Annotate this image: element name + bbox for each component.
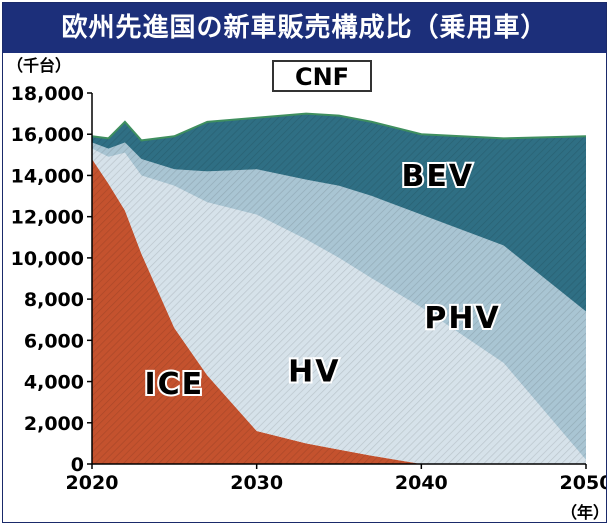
y-tick-label: 0 bbox=[71, 454, 84, 476]
series-labels: CNF ICE HV PHV BEV bbox=[142, 60, 501, 404]
series-label-hv: HV bbox=[288, 355, 340, 390]
y-tick-label: 6,000 bbox=[24, 330, 84, 352]
chart-svg: （千台） （年） 0 2,000 4,000 6,000 8,000 10,000 12,0… bbox=[7, 56, 606, 522]
hatch-hv bbox=[92, 148, 586, 464]
x-tick-label: 2020 bbox=[66, 472, 119, 494]
y-tick-label: 18,000 bbox=[11, 83, 84, 105]
y-axis-unit: （千台） bbox=[7, 56, 71, 75]
x-tick-label: 2050 bbox=[560, 472, 606, 494]
y-tick-label: 8,000 bbox=[24, 289, 84, 311]
hatch-ice bbox=[92, 158, 586, 464]
y-tick-label: 2,000 bbox=[24, 413, 84, 435]
series-label-ice: ICE bbox=[144, 367, 204, 402]
x-tick-label: 2030 bbox=[230, 472, 283, 494]
series-label-phv: PHV bbox=[424, 301, 500, 336]
y-tick-label: 10,000 bbox=[11, 248, 84, 270]
series-label-bev: BEV bbox=[402, 159, 475, 194]
scenario-label: CNF bbox=[295, 63, 349, 91]
y-tick-label: 12,000 bbox=[11, 207, 84, 229]
y-tick-label: 16,000 bbox=[11, 124, 84, 146]
y-tick-label: 4,000 bbox=[24, 372, 84, 394]
hatch-bev bbox=[92, 113, 586, 312]
x-tick-label: 2040 bbox=[395, 472, 448, 494]
hatch-phv bbox=[92, 142, 586, 460]
y-tick-label: 14,000 bbox=[11, 165, 84, 187]
scenario-badge: CNF bbox=[272, 60, 372, 92]
hatch-overlay bbox=[91, 112, 587, 464]
chart-frame: 欧州先進国の新車販売構成比（乗用車） （千台） （年） 0 2,000 4,000 6… bbox=[2, 2, 607, 523]
x-axis-unit: （年） bbox=[561, 503, 606, 522]
chart-title: 欧州先進国の新車販売構成比（乗用車） bbox=[3, 3, 606, 53]
total-line bbox=[91, 112, 587, 142]
axes: （千台） （年） 0 2,000 4,000 6,000 8,000 10,000 12,0… bbox=[7, 56, 606, 522]
